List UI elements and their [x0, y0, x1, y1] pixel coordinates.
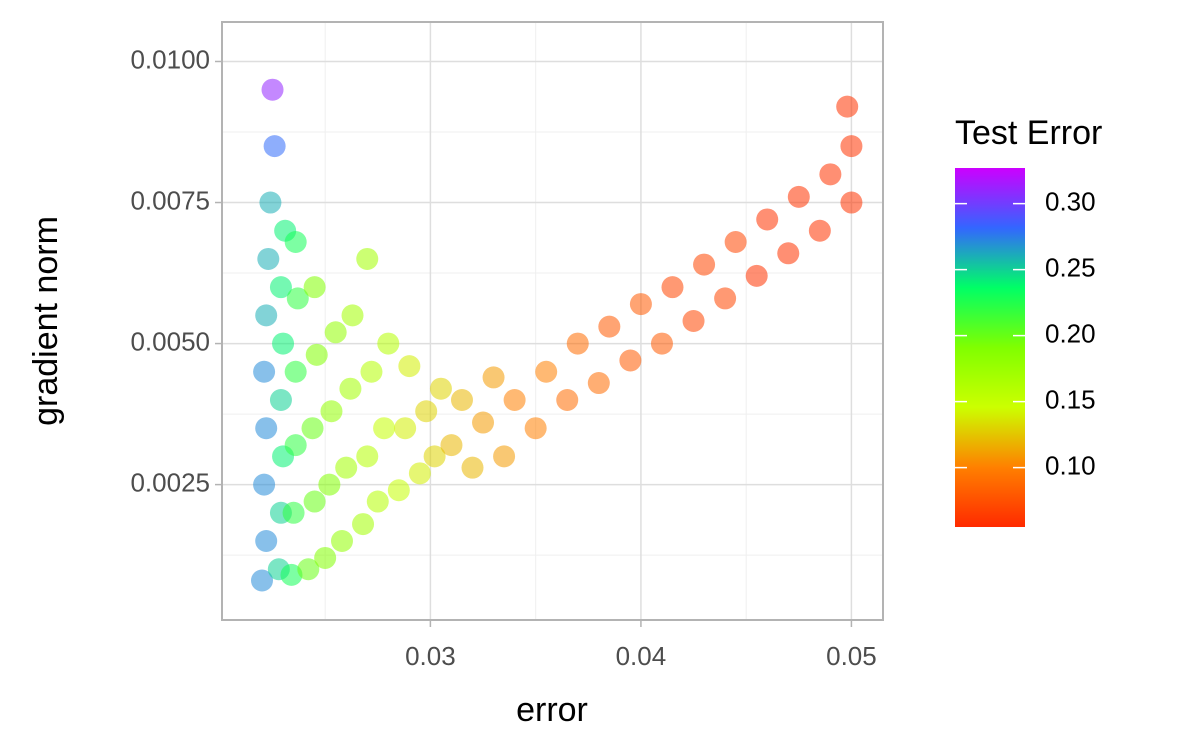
point	[282, 501, 305, 524]
colorbar-tick-label: 0.15	[1045, 384, 1096, 414]
point	[398, 355, 421, 378]
point	[297, 558, 320, 581]
point	[387, 479, 410, 502]
x-axis-title: error	[516, 691, 588, 729]
point	[280, 563, 303, 586]
point	[661, 276, 684, 299]
point	[724, 231, 747, 254]
point	[650, 332, 673, 355]
point	[745, 264, 768, 287]
legend-title: Test Error	[955, 114, 1102, 152]
point	[341, 304, 364, 327]
point	[272, 332, 295, 355]
point	[360, 360, 383, 383]
point	[269, 276, 292, 299]
point	[524, 417, 547, 440]
points	[250, 78, 863, 592]
point	[394, 417, 417, 440]
point	[330, 530, 353, 553]
point	[598, 315, 621, 338]
colorbar-tick-label: 0.10	[1045, 450, 1096, 480]
point	[377, 332, 400, 355]
point	[493, 445, 516, 468]
y-tick-label: 0.0100	[130, 44, 210, 74]
point	[566, 332, 589, 355]
point	[314, 546, 337, 569]
point	[819, 163, 842, 186]
point	[450, 388, 473, 411]
point	[352, 513, 375, 536]
point	[472, 411, 495, 434]
point	[284, 360, 307, 383]
point	[318, 473, 341, 496]
point	[250, 569, 273, 592]
point	[303, 276, 326, 299]
point	[415, 400, 438, 423]
point	[253, 360, 276, 383]
point	[808, 219, 831, 242]
point	[284, 231, 307, 254]
point	[253, 473, 276, 496]
point	[356, 445, 379, 468]
point	[840, 191, 863, 214]
point	[269, 388, 292, 411]
point	[408, 462, 431, 485]
point	[286, 287, 309, 310]
colorbar-tick-label: 0.30	[1045, 187, 1096, 217]
point	[263, 135, 286, 158]
point	[339, 377, 362, 400]
point	[255, 530, 278, 553]
x-tick-label: 0.04	[616, 641, 667, 671]
point	[257, 247, 280, 270]
point	[259, 191, 282, 214]
y-tick-label: 0.0050	[130, 326, 210, 356]
point	[423, 445, 446, 468]
y-tick-label: 0.0075	[130, 185, 210, 215]
point	[756, 208, 779, 231]
point	[366, 490, 389, 513]
point	[840, 135, 863, 158]
point	[629, 293, 652, 316]
point	[320, 400, 343, 423]
point	[440, 434, 463, 457]
colorbar	[955, 168, 1025, 527]
point	[301, 417, 324, 440]
colorbar-tick-label: 0.25	[1045, 253, 1096, 283]
point	[535, 360, 558, 383]
point	[461, 456, 484, 479]
point	[587, 372, 610, 395]
point	[836, 95, 859, 118]
point	[556, 388, 579, 411]
point	[335, 456, 358, 479]
point	[305, 343, 328, 366]
point	[255, 304, 278, 327]
point	[787, 185, 810, 208]
point	[777, 242, 800, 265]
point	[619, 349, 642, 372]
point	[303, 490, 326, 513]
point	[261, 78, 284, 101]
point	[693, 253, 716, 276]
point	[682, 310, 705, 332]
colorbar-tick-label: 0.20	[1045, 318, 1096, 348]
x-tick-label: 0.03	[405, 641, 456, 671]
point	[356, 247, 379, 270]
point	[714, 287, 737, 310]
x-tick-label: 0.05	[826, 641, 877, 671]
y-tick-label: 0.0025	[130, 467, 210, 497]
plot-border	[221, 21, 884, 621]
point	[373, 417, 396, 440]
point	[482, 366, 505, 389]
point	[255, 417, 278, 440]
point	[429, 377, 452, 400]
y-axis-title: gradient norm	[27, 216, 65, 426]
point	[324, 321, 347, 344]
point	[503, 388, 526, 411]
point	[284, 434, 307, 457]
